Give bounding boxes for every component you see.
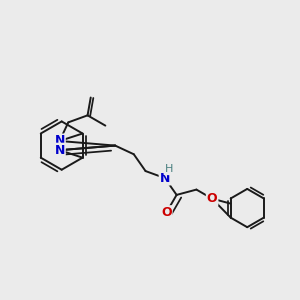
Text: N: N (160, 172, 170, 184)
Text: H: H (164, 164, 173, 174)
Text: O: O (207, 192, 218, 205)
Text: O: O (161, 206, 172, 219)
Text: N: N (54, 134, 65, 148)
Text: N: N (54, 144, 65, 157)
